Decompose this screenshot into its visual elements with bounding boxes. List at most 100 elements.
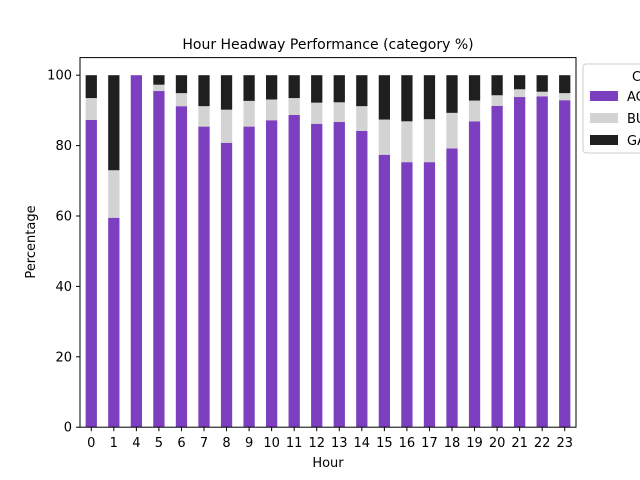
- x-tick-label: 19: [466, 436, 483, 451]
- x-tick-label: 1: [110, 436, 118, 451]
- x-tick-label: 10: [263, 436, 280, 451]
- x-tick-label: 4: [132, 436, 140, 451]
- y-tick-label: 100: [47, 69, 72, 84]
- bar-ac-13: [333, 122, 345, 428]
- x-tick-label: 13: [331, 436, 348, 451]
- bar-ga-5: [153, 75, 165, 85]
- x-tick-label: 8: [222, 436, 230, 451]
- x-axis: 0 1 4 5 6 7 8 9 10 11 12 13 14 15 16 17 18 19 20 21 22 23: [87, 427, 573, 451]
- bar-bu-10: [266, 99, 278, 121]
- bar-ga-20: [491, 75, 503, 96]
- bar-bu-16: [401, 121, 413, 163]
- y-tick-label: 60: [55, 210, 72, 225]
- bar-bu-18: [446, 112, 458, 149]
- bar-bu-17: [423, 119, 436, 163]
- bar-ga-8: [220, 75, 233, 110]
- bar-bu-8: [220, 109, 233, 143]
- bar-ga-9: [243, 75, 255, 101]
- x-tick-label: 0: [87, 436, 95, 451]
- bars-group: [85, 75, 571, 428]
- bar-ac-14: [356, 130, 368, 428]
- bar-ac-20: [491, 105, 503, 428]
- x-tick-label: 20: [489, 436, 506, 451]
- bar-ga-6: [175, 75, 188, 94]
- bar-bu-23: [559, 93, 571, 101]
- chart-title: Hour Headway Performance (category %): [182, 37, 473, 53]
- bar-ac-4: [130, 75, 142, 428]
- bar-ac-21: [514, 97, 526, 428]
- bar-ac-18: [446, 148, 458, 428]
- y-tick-label: 40: [55, 280, 72, 295]
- bar-ga-1: [108, 75, 120, 171]
- bar-ac-22: [536, 96, 548, 428]
- bar-bu-12: [311, 102, 323, 124]
- bar-ga-14: [356, 75, 368, 107]
- y-axis-label: Percentage: [24, 205, 39, 278]
- x-tick-label: 18: [444, 436, 461, 451]
- bar-bu-6: [175, 93, 188, 107]
- bar-ga-23: [559, 75, 571, 94]
- legend-swatch-ac: [590, 91, 618, 101]
- y-tick-label: 20: [55, 350, 72, 365]
- bar-bu-15: [378, 119, 390, 155]
- bar-ga-13: [333, 75, 345, 103]
- bar-bu-7: [198, 106, 210, 127]
- x-tick-label: 15: [376, 436, 393, 451]
- bar-ac-7: [198, 126, 210, 428]
- bar-bu-14: [356, 106, 368, 131]
- legend-label-bu: BU: [627, 112, 640, 127]
- bar-bu-22: [536, 91, 548, 97]
- legend: C AC BU GA: [582, 63, 640, 154]
- bar-ga-12: [311, 75, 323, 103]
- bar-bu-11: [288, 98, 300, 115]
- x-tick-label: 22: [534, 436, 551, 451]
- bar-ga-0: [85, 75, 97, 99]
- bar-ac-10: [266, 120, 278, 428]
- x-axis-label: Hour: [312, 456, 344, 471]
- bar-ga-15: [378, 75, 390, 120]
- bar-ga-10: [266, 75, 278, 100]
- bar-ac-11: [288, 114, 300, 428]
- legend-title: C: [632, 70, 640, 85]
- x-tick-label: 11: [286, 436, 303, 451]
- legend-box: [582, 63, 640, 154]
- x-tick-label: 7: [200, 436, 208, 451]
- bar-ac-8: [220, 142, 233, 428]
- x-tick-label: 21: [511, 436, 528, 451]
- x-tick-label: 9: [245, 436, 253, 451]
- x-tick-label: 12: [308, 436, 325, 451]
- x-tick-label: 16: [399, 436, 416, 451]
- bar-ac-0: [85, 119, 97, 428]
- bar-ac-5: [153, 91, 165, 428]
- plot-frame: [79, 57, 577, 428]
- bar-bu-19: [468, 100, 481, 122]
- x-tick-label: 6: [177, 436, 185, 451]
- bar-ga-22: [536, 75, 548, 92]
- bar-bu-9: [243, 100, 255, 127]
- bar-bu-0: [85, 98, 97, 120]
- bar-ga-11: [288, 75, 300, 99]
- bar-bu-5: [153, 84, 165, 92]
- bar-ga-18: [446, 75, 458, 113]
- bar-ac-19: [468, 121, 481, 428]
- y-tick-label: 0: [64, 421, 72, 436]
- bar-ga-19: [468, 75, 481, 101]
- x-tick-label: 23: [556, 436, 573, 451]
- bar-ac-15: [378, 154, 390, 428]
- bar-ac-16: [401, 162, 413, 428]
- bar-ga-21: [514, 75, 526, 90]
- legend-label-ga: GA: [627, 134, 640, 149]
- bar-ac-23: [559, 100, 571, 428]
- x-tick-label: 5: [155, 436, 163, 451]
- bar-ac-6: [175, 106, 188, 428]
- bar-bu-1: [108, 170, 120, 218]
- bar-ga-16: [401, 75, 413, 122]
- bar-ga-17: [423, 75, 436, 120]
- y-axis: 0 20 40 60 80 100: [47, 69, 80, 436]
- bar-ac-17: [423, 162, 436, 428]
- bar-ac-1: [108, 217, 120, 428]
- y-tick-label: 80: [55, 139, 72, 154]
- bar-bu-21: [514, 89, 526, 98]
- legend-swatch-ga: [590, 135, 618, 145]
